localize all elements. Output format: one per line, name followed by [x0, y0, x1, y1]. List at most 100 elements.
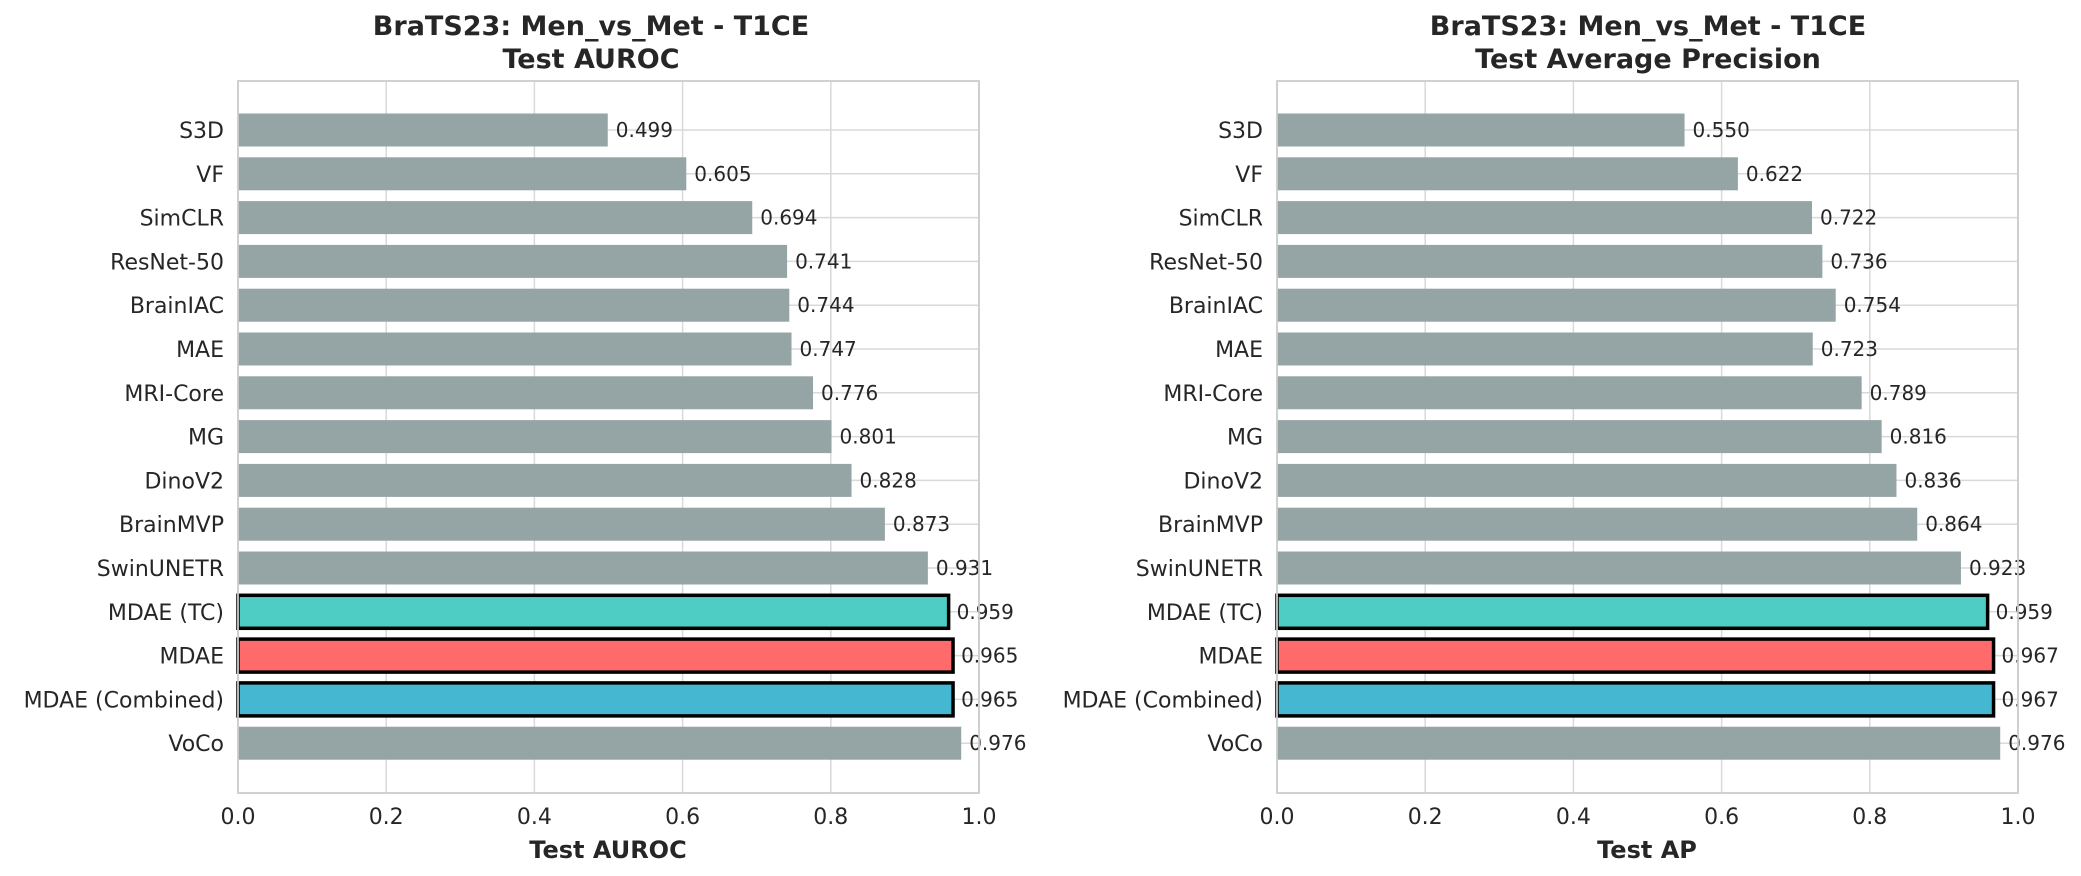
bar-vf: [238, 157, 687, 191]
bar-swinunetr: [238, 551, 928, 585]
bar-brainiac: [238, 288, 790, 322]
y-tick-labels: S3D VF SimCLR ResNet-50 BrainIAC MAE MRI-Core M…: [1063, 119, 1263, 757]
value-label: 0.499: [616, 118, 673, 142]
bar-mg: [1277, 420, 1882, 454]
bar-resnet-50: [1277, 244, 1823, 278]
value-label: 0.747: [800, 337, 857, 361]
bar-mae: [1277, 332, 1813, 366]
bar-swinunetr: [1277, 551, 1961, 585]
chart-subtitle: Test Average Precision: [1475, 44, 1821, 75]
bar-mae: [238, 332, 792, 366]
x-tick-label: 0.8: [1852, 805, 1887, 830]
x-tick-label: 1.0: [962, 805, 997, 830]
x-tick-label: 0.2: [1408, 805, 1443, 830]
bar-voco: [1277, 726, 2001, 760]
value-label: 0.722: [1820, 206, 1877, 230]
plot-frame: [1276, 80, 2019, 794]
value-label: 0.864: [1925, 512, 1982, 536]
x-tick-label: 0.0: [221, 805, 256, 830]
value-label: 0.776: [821, 381, 878, 405]
value-label: 0.801: [840, 425, 897, 449]
y-tick-label: MDAE: [160, 645, 225, 670]
y-tick-label: MDAE (TC): [1147, 601, 1263, 626]
x-tick-label: 0.6: [665, 805, 700, 830]
value-label: 0.965: [961, 644, 1018, 668]
value-label: 0.959: [1996, 600, 2053, 624]
value-label: 0.723: [1821, 337, 1878, 361]
y-tick-label: MAE: [176, 338, 224, 363]
bar-dinov2: [238, 463, 852, 497]
y-tick-label: BrainIAC: [130, 294, 224, 319]
value-label: 0.959: [957, 600, 1014, 624]
bar-mdae: [236, 637, 955, 674]
y-tick-label: SwinUNETR: [1136, 557, 1263, 582]
bar-resnet-50: [238, 244, 788, 278]
bar-brainmvp: [238, 507, 885, 541]
plot-frame: [237, 80, 980, 794]
bar-mri-core: [1277, 376, 1862, 410]
value-label: 0.550: [1693, 118, 1750, 142]
value-label: 0.754: [1844, 293, 1901, 317]
x-tick-labels: 0.0 0.2 0.4 0.6 0.8 1.0: [1260, 805, 2036, 830]
bar-s3d: [1277, 113, 1685, 147]
y-tick-label: MDAE: [1199, 645, 1264, 670]
y-tick-label: DinoV2: [1183, 469, 1263, 494]
y-tick-label: MRI-Core: [124, 382, 224, 407]
y-tick-label: ResNet-50: [110, 250, 224, 275]
y-tick-label: BrainMVP: [119, 513, 224, 538]
value-label: 0.873: [893, 512, 950, 536]
value-labels: 0.550 0.622 0.722 0.736 0.754 0.723 0.789 0.816…: [1693, 118, 2066, 755]
x-tick-label: 0.8: [813, 805, 848, 830]
x-tick-label: 0.6: [1704, 805, 1739, 830]
bar-mdae-tc: [1275, 593, 1990, 631]
y-tick-label: SimCLR: [140, 207, 224, 232]
value-label: 0.744: [797, 293, 854, 317]
y-tick-label: VF: [1235, 163, 1263, 188]
bar-s3d: [238, 113, 608, 147]
y-tick-label: VF: [196, 163, 224, 188]
y-tick-label: MG: [188, 426, 224, 451]
value-label: 0.967: [2002, 687, 2059, 711]
value-label: 0.605: [694, 162, 751, 186]
y-tick-label: ResNet-50: [1149, 250, 1263, 275]
chart-subtitle: Test AUROC: [502, 44, 679, 75]
x-axis-label: Test AP: [1597, 836, 1697, 864]
value-label: 0.976: [969, 731, 1026, 755]
y-tick-label: MDAE (Combined): [24, 688, 224, 713]
value-label: 0.694: [760, 206, 817, 230]
value-label: 0.931: [936, 556, 993, 580]
chart-auroc: BraTS23: Men_vs_Met - T1CE Test AUROC S3…: [24, 11, 1027, 864]
y-tick-label: S3D: [179, 119, 224, 144]
bar-mdae-combined: [1275, 681, 1996, 718]
value-label: 0.741: [795, 249, 852, 273]
x-axis-label: Test AUROC: [529, 836, 686, 864]
y-tick-label: DinoV2: [144, 469, 224, 494]
value-label: 0.923: [1969, 556, 2026, 580]
bar-mri-core: [238, 376, 814, 410]
x-tick-labels: 0.0 0.2 0.4 0.6 0.8 1.0: [221, 805, 997, 830]
value-label: 0.836: [1904, 468, 1961, 492]
bar-vf: [1277, 157, 1738, 191]
y-tick-label: S3D: [1218, 119, 1263, 144]
x-tick-label: 0.2: [369, 805, 404, 830]
y-tick-label: VoCo: [1207, 732, 1263, 757]
y-tick-labels: S3D VF SimCLR ResNet-50 BrainIAC MAE MRI-Core M…: [24, 119, 224, 757]
value-label: 0.828: [860, 468, 917, 492]
bar-mdae-combined: [236, 681, 955, 718]
y-tick-label: MAE: [1215, 338, 1263, 363]
x-tick-label: 0.4: [517, 805, 552, 830]
value-label: 0.976: [2008, 731, 2065, 755]
value-label: 0.816: [1890, 425, 1947, 449]
x-tick-label: 0.0: [1260, 805, 1295, 830]
y-tick-label: MRI-Core: [1163, 382, 1263, 407]
value-label: 0.967: [2002, 644, 2059, 668]
chart-average-precision: BraTS23: Men_vs_Met - T1CE Test Average …: [1063, 11, 2066, 864]
value-label: 0.789: [1870, 381, 1927, 405]
bar-mdae: [1275, 637, 1996, 674]
bar-dinov2: [1277, 463, 1897, 497]
y-tick-label: VoCo: [168, 732, 224, 757]
x-tick-label: 0.4: [1556, 805, 1591, 830]
bar-mg: [238, 420, 832, 454]
bar-brainmvp: [1277, 507, 1918, 541]
